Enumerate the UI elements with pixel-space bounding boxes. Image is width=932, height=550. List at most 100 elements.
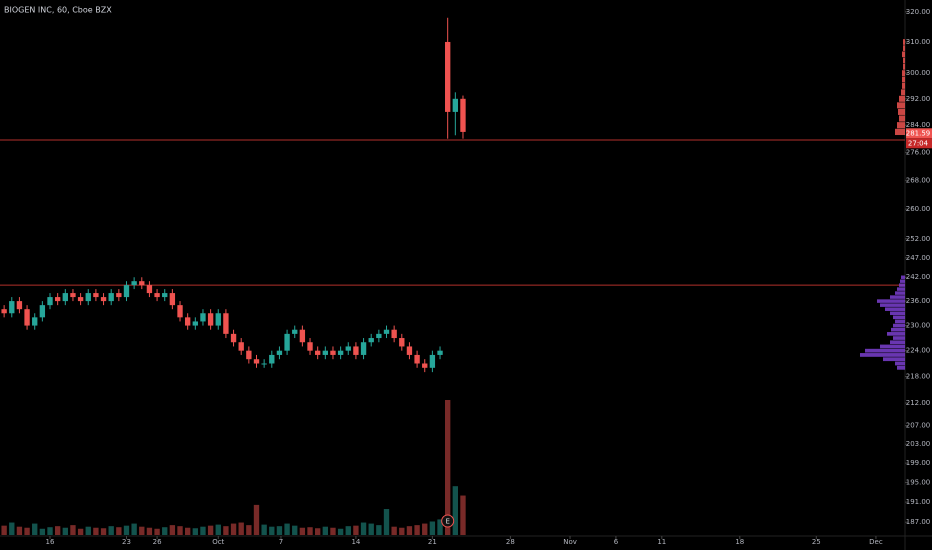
candle-body <box>47 297 53 306</box>
x-tick-label: 18 <box>735 538 744 546</box>
x-tick-label: 21 <box>428 538 437 546</box>
volume-bar <box>445 400 451 535</box>
volume-bar <box>292 525 298 535</box>
candle-body <box>368 338 374 343</box>
candle-body <box>139 281 145 286</box>
volume-profile-bar <box>890 311 905 316</box>
volume-bar <box>207 525 214 535</box>
y-tick-label: 191.00 <box>906 498 931 506</box>
volume-bar <box>162 527 168 535</box>
candle-body <box>162 293 168 298</box>
volume-bar <box>116 527 122 535</box>
volume-profile-bar <box>902 51 905 58</box>
volume-profile-bar <box>885 307 905 311</box>
candle-body <box>177 305 183 318</box>
volume-bar <box>77 528 84 535</box>
volume-bar <box>314 528 321 535</box>
volume-profile-bar <box>903 63 905 70</box>
candle-body <box>93 293 99 298</box>
volume-bar <box>184 527 191 535</box>
candle-body <box>24 309 30 326</box>
candle-body <box>376 333 382 339</box>
volume-bar <box>238 522 244 535</box>
candle-body <box>353 346 359 355</box>
volume-bar <box>414 525 420 535</box>
volume-profile-bar <box>897 287 905 291</box>
candle-body <box>215 313 221 326</box>
volume-bar <box>269 526 275 535</box>
candle-body <box>192 321 198 326</box>
volume-bar <box>169 525 176 535</box>
volume-bar <box>345 526 351 535</box>
candle-body <box>146 285 153 294</box>
y-tick-label: 276.00 <box>906 148 931 156</box>
x-tick-label: 16 <box>46 538 55 546</box>
x-tick-label: 14 <box>351 538 360 546</box>
y-tick-label: 284.00 <box>906 121 931 129</box>
last-price-box <box>906 128 932 139</box>
candle-body <box>200 313 206 322</box>
x-tick-label: 6 <box>614 538 619 546</box>
volume-bar <box>39 528 46 535</box>
volume-bar <box>437 519 443 535</box>
candle-body <box>299 329 306 343</box>
candle-body <box>253 359 260 364</box>
candle-body <box>269 354 275 364</box>
volume-profile-bar <box>903 39 905 45</box>
volume-bar <box>460 495 466 535</box>
candle-body <box>383 329 390 334</box>
candle-body <box>100 297 107 302</box>
volume-bar <box>337 528 344 535</box>
volume-bar <box>307 527 313 535</box>
volume-profile-bar <box>902 82 905 89</box>
candle-body <box>32 317 38 326</box>
candle-body <box>391 329 397 339</box>
volume-profile-bar <box>893 323 905 328</box>
candle-body <box>445 41 451 112</box>
volume-bar <box>223 526 229 535</box>
volume-profile-bar <box>890 340 905 345</box>
volume-bar <box>154 528 160 535</box>
x-tick-label: 11 <box>657 538 666 546</box>
volume-bar <box>368 523 374 535</box>
volume-profile-bar <box>903 45 905 51</box>
volume-bar <box>192 528 198 535</box>
candle-body <box>337 350 344 355</box>
candle-body <box>314 350 321 355</box>
volume-bar <box>276 526 283 535</box>
volume-profile-bar <box>903 57 905 64</box>
x-tick-label: 25 <box>812 538 821 546</box>
volume-profile-bar <box>895 319 905 324</box>
volume-bar <box>322 526 328 535</box>
candle-body <box>85 293 91 302</box>
y-tick-label: 212.00 <box>906 399 931 407</box>
volume-bar <box>253 504 260 535</box>
candle-body <box>54 297 61 302</box>
y-tick-label: 268.00 <box>906 176 931 184</box>
earnings-marker <box>441 514 455 528</box>
volume-profile-bar <box>877 299 905 303</box>
volume-profile-bar <box>897 365 905 370</box>
volume-profile-bar <box>897 102 905 109</box>
volume-bar <box>230 523 237 535</box>
candle-body <box>276 350 283 355</box>
volume-bar <box>47 527 53 535</box>
last-price-label: 281.59 <box>906 129 931 137</box>
volume-profile-bar <box>895 361 905 366</box>
volume-profile-bar <box>895 128 905 136</box>
candle-body <box>77 297 84 302</box>
volume-profile-bar <box>898 108 905 115</box>
y-tick-label: 203.00 <box>906 440 931 448</box>
candle-body <box>238 342 244 351</box>
volume-bar <box>108 526 114 535</box>
candle-body <box>345 346 351 351</box>
volume-bar <box>360 522 367 535</box>
x-tick-label: Nov <box>563 538 577 546</box>
volume-bar <box>383 509 390 535</box>
y-tick-label: 230.00 <box>906 322 931 330</box>
volume-bar <box>177 526 183 535</box>
candle-body <box>169 293 176 306</box>
candle-body <box>284 333 290 351</box>
volume-profile-bar <box>899 115 905 122</box>
volume-bar <box>391 526 397 535</box>
